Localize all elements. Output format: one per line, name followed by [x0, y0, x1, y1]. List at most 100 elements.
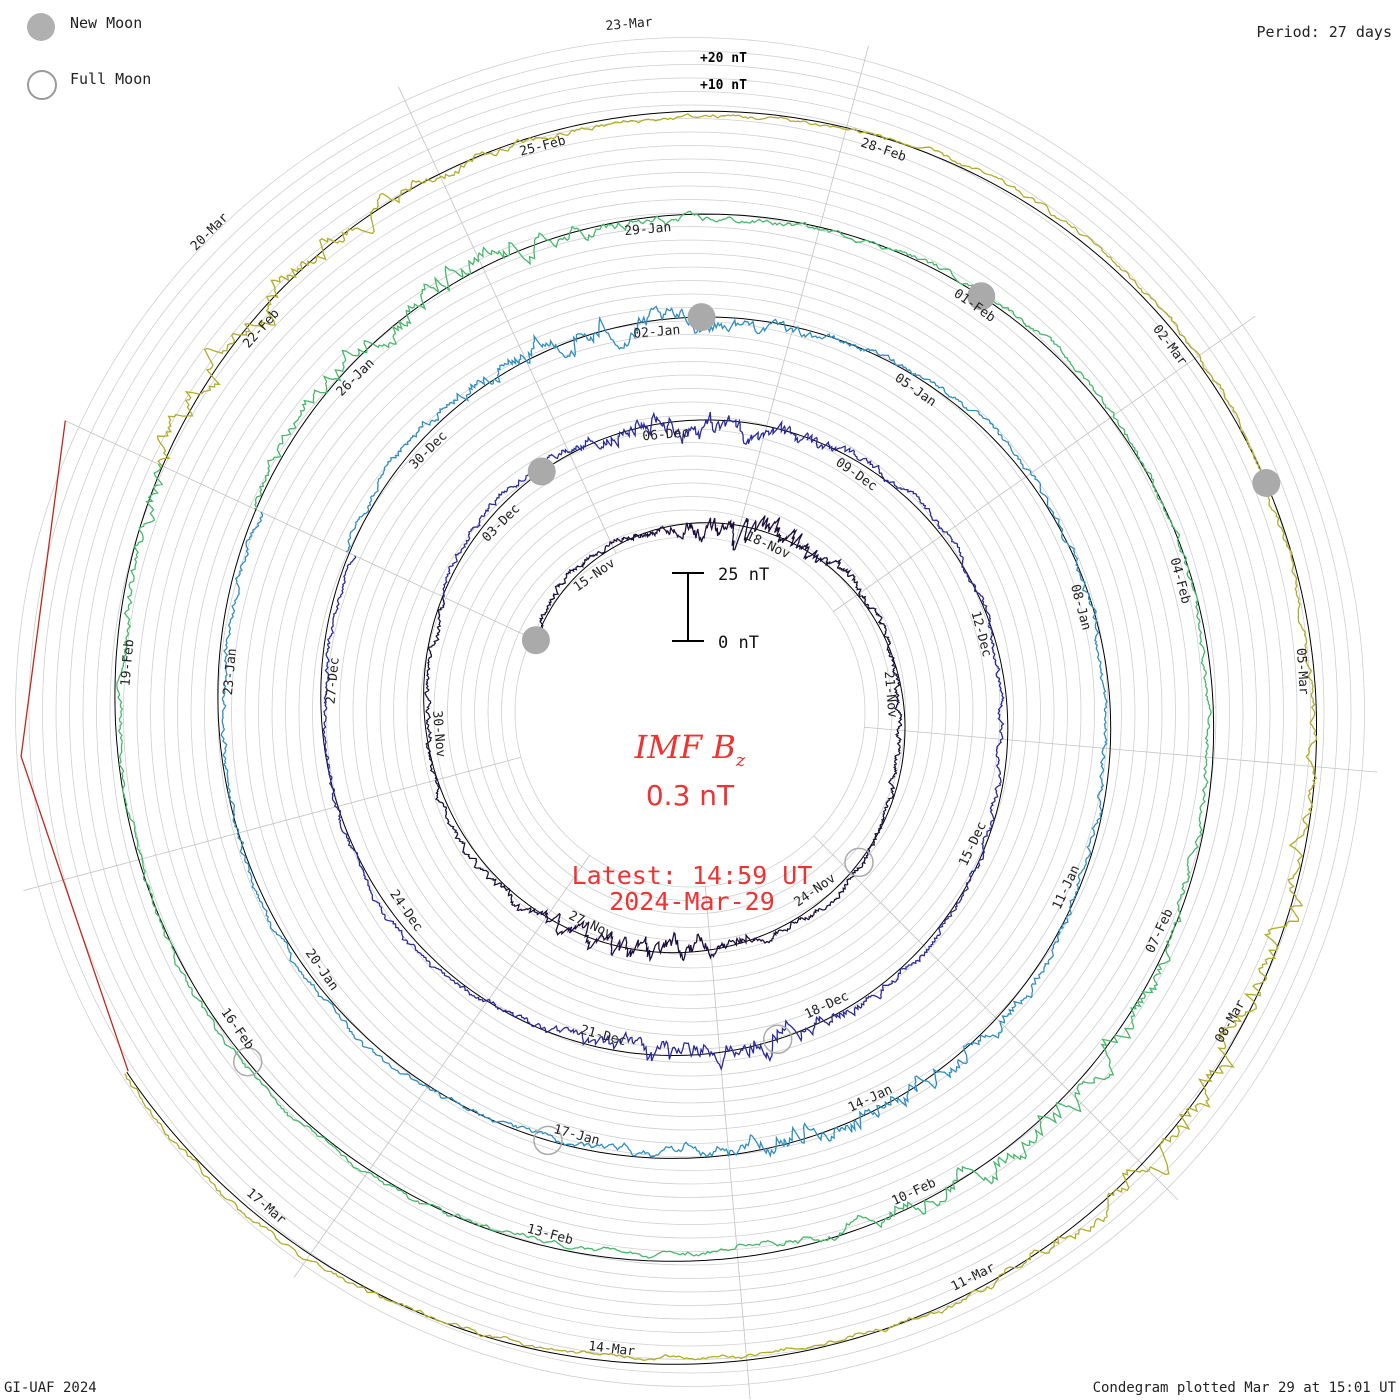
series-cycle-2: [322, 411, 1005, 1071]
date-label: 14-Mar: [587, 1339, 636, 1360]
grid-ring: [487, 509, 893, 915]
new-moon-marker: [687, 303, 716, 332]
grid-layer: [15, 37, 1378, 1400]
grid-ring: [42, 64, 1338, 1360]
full-moon-icon: [27, 70, 57, 100]
grid-ring: [325, 347, 1055, 1077]
date-label: 11-Mar: [949, 1260, 998, 1295]
full-moon-marker: [232, 1046, 263, 1077]
period-label: Period: 27 days: [1256, 23, 1392, 41]
date-label: 27-Nov: [566, 908, 615, 942]
grid-spoke: [704, 886, 751, 1400]
new-moon-icon: [27, 13, 55, 41]
grid-ring: [69, 91, 1311, 1333]
grid-ring: [163, 185, 1217, 1239]
scale-bar-bottom-label: 0 nT: [718, 633, 759, 653]
date-label: 21-Dec: [579, 1023, 628, 1050]
date-label: 15-Nov: [571, 556, 618, 595]
grid-ring: [447, 469, 933, 955]
grid-spoke: [64, 420, 532, 639]
grid-spoke: [398, 86, 617, 554]
grid-ring: [366, 388, 1014, 1036]
date-label: 06-Dec: [642, 425, 690, 444]
grid-spoke: [734, 45, 869, 544]
grid-ring: [136, 158, 1244, 1266]
date-label: 19-Feb: [118, 639, 137, 687]
date-label: 21-Nov: [881, 670, 900, 718]
grid-spoke: [293, 855, 590, 1278]
date-label: 26-Jan: [334, 356, 378, 400]
date-label: 20-Jan: [302, 946, 341, 993]
grid-ring: [285, 307, 1095, 1117]
date-label: 27-Dec: [324, 657, 343, 705]
new-moon-marker: [521, 626, 550, 655]
grid-ring: [82, 104, 1298, 1320]
footer-credit: GI-UAF 2024: [4, 1380, 97, 1396]
grid-ring: [271, 293, 1109, 1131]
date-label: 30-Nov: [429, 710, 448, 758]
legend-new-moon-label: New Moon: [70, 14, 143, 32]
date-label: 23-Jan: [221, 648, 240, 696]
date-label: 24-Dec: [386, 887, 425, 934]
grid-ring: [15, 37, 1365, 1387]
date-label: 04-Feb: [1166, 556, 1193, 605]
date-label: 23-Mar: [605, 15, 653, 34]
grid-ring: [420, 442, 960, 982]
chart-title-subscript: z: [735, 750, 746, 771]
grid-ring: [406, 428, 974, 996]
grid-ring: [433, 455, 947, 969]
grid-ring: [190, 212, 1190, 1212]
grid-ring: [204, 226, 1176, 1198]
grid-ring: [109, 131, 1271, 1293]
date-label: 02-Jan: [633, 323, 681, 342]
grid-ring: [123, 145, 1257, 1279]
date-label: 28-Feb: [859, 136, 908, 166]
series-cycle-1: [424, 515, 903, 963]
series-cycle-5: [124, 113, 1318, 1361]
grid-spoke: [833, 315, 1256, 612]
full-moon-marker: [762, 1024, 793, 1055]
grid-spoke: [813, 835, 1179, 1201]
grid-ring: [177, 199, 1203, 1225]
grid-ring: [258, 280, 1122, 1144]
current-value: 0.3 nT: [646, 779, 735, 812]
scale-bar: [672, 572, 704, 642]
new-moon-marker: [967, 282, 996, 311]
date-label: 29-Jan: [624, 220, 672, 239]
grid-spoke: [864, 726, 1378, 773]
chart-title-text: IMF B: [634, 728, 736, 766]
label-layer: 15-Nov18-Nov21-Nov24-Nov27-Nov30-Nov03-D…: [118, 15, 1311, 1360]
series-cycle-6: [20, 420, 129, 1072]
grid-ring: [460, 482, 920, 942]
series-cycle-3: [220, 305, 1108, 1158]
grid-ring: [150, 172, 1230, 1252]
date-label: 13-Feb: [525, 1222, 574, 1249]
date-label: 16-Feb: [217, 1006, 256, 1053]
grid-ring: [474, 496, 906, 928]
scale-bar-top-label: 25 nT: [718, 565, 769, 585]
moon-layer: [232, 282, 1281, 1156]
full-moon-marker: [533, 1125, 563, 1156]
grid-spoke: [23, 756, 522, 891]
date-label: 05-Mar: [1293, 647, 1311, 695]
date-label: 20-Mar: [188, 210, 232, 254]
chart-title: IMF Bz: [634, 728, 746, 771]
ring-label-20: +20 nT: [700, 51, 747, 66]
latest-date: 2024-Mar-29: [609, 887, 775, 916]
new-moon-marker: [1252, 469, 1281, 497]
ring-label-10: +10 nT: [700, 78, 747, 93]
grid-ring: [339, 361, 1041, 1063]
legend-full-moon-label: Full Moon: [70, 70, 152, 88]
new-moon-marker: [527, 457, 556, 486]
series-layer: [20, 113, 1318, 1361]
grid-ring: [393, 415, 987, 1009]
grid-ring: [231, 253, 1149, 1171]
grid-ring: [96, 118, 1284, 1306]
grid-ring: [379, 401, 1001, 1023]
date-label: 17-Mar: [243, 1186, 289, 1228]
grid-ring: [244, 266, 1136, 1158]
series-cycle-4: [116, 210, 1212, 1259]
grid-ring: [514, 536, 866, 888]
full-moon-marker: [844, 847, 874, 878]
